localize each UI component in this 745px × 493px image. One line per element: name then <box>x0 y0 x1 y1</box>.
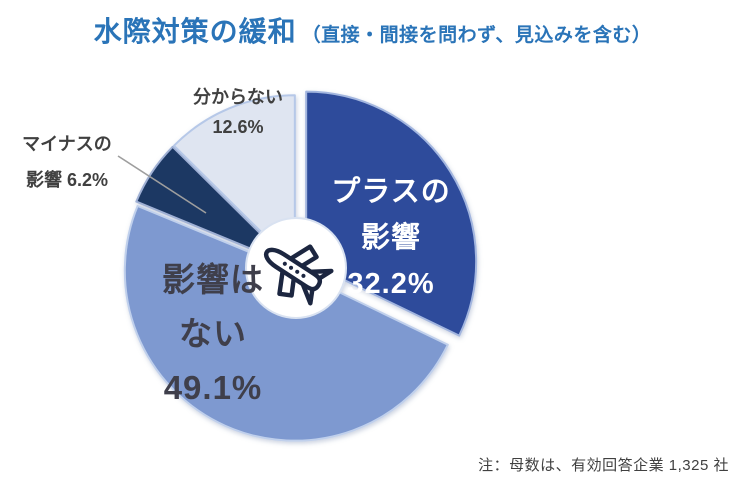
label-minus-segment: マイナスの 影響 6.2% <box>2 126 132 198</box>
title-main: 水際対策の緩和 <box>93 16 297 47</box>
pie-slice-unknown <box>172 94 296 267</box>
label-unknown-value: 12.6% <box>212 117 264 137</box>
label-unknown-line1: 分からない <box>193 87 283 107</box>
label-unknown-segment: 分からない 12.6% <box>162 82 314 142</box>
label-plus-line1: プラスの <box>331 176 451 208</box>
label-none-segment: 影響は ない 49.1% <box>128 253 298 415</box>
label-none-value: 49.1% <box>163 369 263 406</box>
pie-slice-minus <box>135 145 295 268</box>
label-none-line2: ない <box>179 315 247 352</box>
label-none-line1: 影響は <box>162 261 264 298</box>
pie-slice-plus <box>305 90 478 337</box>
label-plus-value: 32.2% <box>347 268 435 300</box>
label-minus-value: 影響 6.2% <box>25 170 109 190</box>
footnote: 注：母数は、有効回答企業 1,325 社 <box>478 457 729 474</box>
label-plus-segment: プラスの 影響 32.2% <box>317 169 465 307</box>
label-plus-line2: 影響 <box>360 222 421 254</box>
title-sub: （直接・間接を問わず、見込みを含む） <box>301 25 652 46</box>
minus-leader-line <box>117 155 207 214</box>
airplane-icon <box>252 226 340 314</box>
chart-title: 水際対策の緩和 （直接・間接を問わず、見込みを含む） <box>0 10 745 50</box>
pie-slice-none <box>123 204 449 442</box>
label-minus-line1: マイナスの <box>22 134 112 154</box>
